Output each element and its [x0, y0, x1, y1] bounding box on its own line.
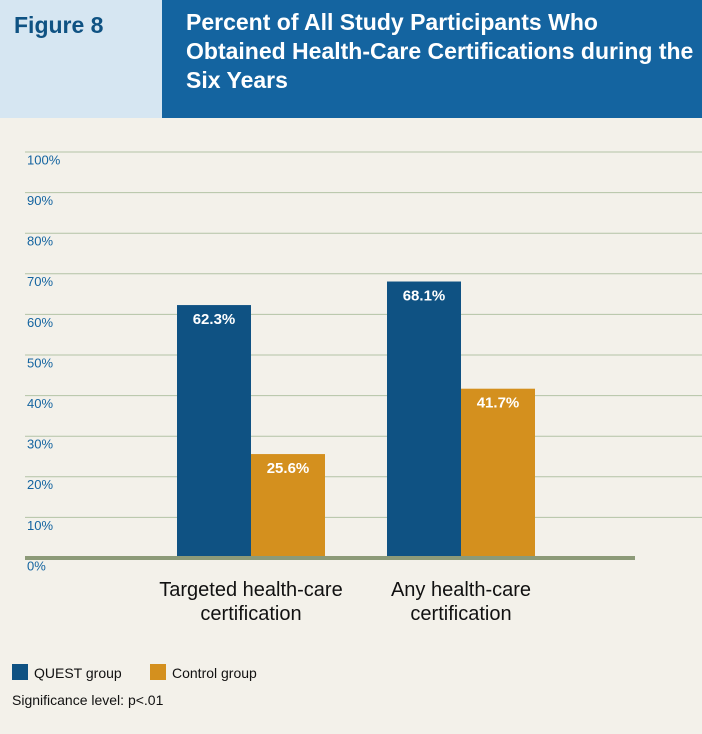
- y-tick-label: 50%: [27, 355, 53, 370]
- y-tick-label: 100%: [27, 152, 61, 167]
- y-tick-label: 90%: [27, 193, 53, 208]
- y-tick-label: 40%: [27, 396, 53, 411]
- value-label: 62.3%: [193, 311, 236, 328]
- legend-swatch: [150, 664, 166, 680]
- y-tick-label: 60%: [27, 315, 53, 330]
- value-label: 41.7%: [477, 395, 520, 412]
- bar: [387, 281, 461, 558]
- value-label: 68.1%: [403, 287, 446, 304]
- note: Significance level: p<.01: [12, 692, 164, 708]
- chart-title: Percent of All Study Participants Who Ob…: [162, 0, 702, 118]
- y-tick-label: 10%: [27, 518, 53, 533]
- legend-label: QUEST group: [34, 665, 122, 681]
- y-tick-label: 80%: [27, 234, 53, 249]
- bar: [251, 454, 325, 558]
- y-tick-label: 70%: [27, 274, 53, 289]
- legend-label: Control group: [172, 665, 257, 681]
- bar: [177, 305, 251, 558]
- y-tick-label: 0%: [27, 558, 46, 573]
- x-tick-label: Any health-care certification: [390, 579, 532, 625]
- y-tick-label: 30%: [27, 437, 53, 452]
- y-tick-label: 20%: [27, 477, 53, 492]
- bar: [461, 388, 535, 558]
- figure-label: Figure 8: [0, 0, 162, 118]
- x-tick-label: Targeted health-care certification: [159, 579, 343, 625]
- value-label: 25.6%: [267, 460, 310, 477]
- legend-swatch: [12, 664, 28, 680]
